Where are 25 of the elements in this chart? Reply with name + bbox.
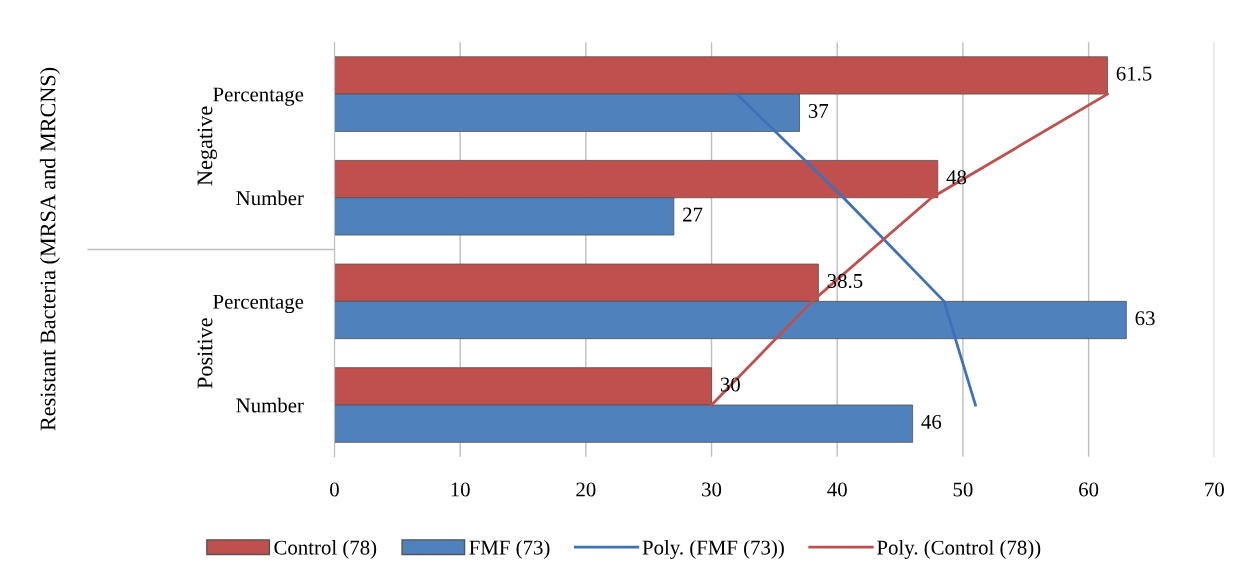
x-tick-label: 30 [702, 482, 722, 497]
data-label: 63 [1135, 311, 1155, 326]
x-tick-label: 50 [953, 482, 973, 497]
x-tick-label: 70 [1205, 482, 1224, 497]
data-label: 46 [921, 414, 942, 429]
legend-label: Poly. (Control (78)) [877, 539, 1041, 559]
data-label: 48 [946, 170, 967, 185]
data-label: 27 [683, 207, 703, 222]
x-tick-label: 20 [576, 482, 596, 497]
y-tick-label: Percentage [213, 87, 304, 106]
legend-label: Control (78) [274, 539, 377, 559]
text: Resistant Bacteria (MRSA and MRCNS) [39, 67, 60, 431]
y-tick-label: Percentage [213, 294, 304, 314]
text: Negative [197, 106, 217, 186]
y-tick-label: Number [236, 190, 304, 206]
data-label: 61.5 [1116, 66, 1152, 81]
x-tick-label: 0 [330, 482, 339, 497]
data-label: 37 [808, 103, 829, 118]
legend-label: Poly. (FMF (73)) [642, 539, 784, 559]
y-tick-label: Number [236, 397, 304, 413]
x-tick-label: 10 [451, 482, 470, 497]
x-tick-label: 40 [827, 482, 847, 497]
x-tick-label: 60 [1079, 482, 1099, 497]
legend-label: FMF (73) [469, 539, 550, 559]
text: Positive [197, 318, 213, 389]
